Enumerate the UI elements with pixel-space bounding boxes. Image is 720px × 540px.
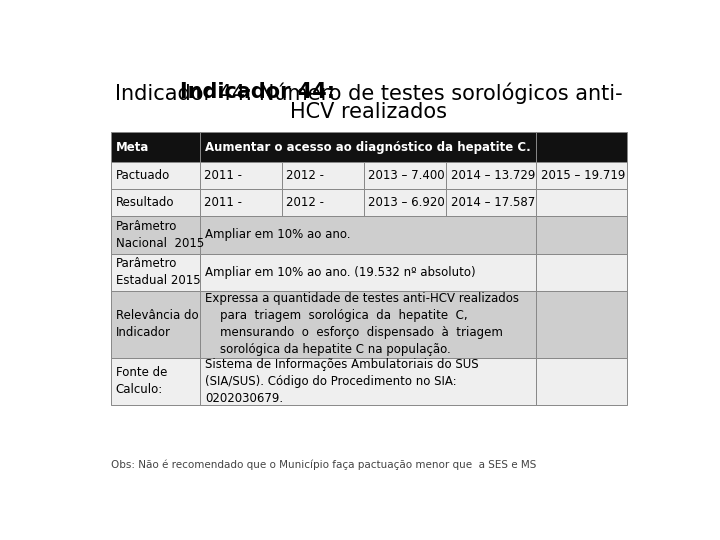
Text: Parâmetro
Nacional  2015: Parâmetro Nacional 2015 (116, 220, 204, 250)
Bar (200, 216, 536, 254)
Bar (200, 291, 536, 357)
Text: Ampliar em 10% ao ano. (19.532 nº absoluto): Ampliar em 10% ao ano. (19.532 nº absolu… (205, 266, 476, 279)
Bar (536, 216, 627, 254)
Bar (200, 189, 282, 216)
Text: Parâmetro
Estadual 2015: Parâmetro Estadual 2015 (116, 257, 200, 287)
Bar (536, 162, 627, 189)
Bar (200, 254, 536, 291)
Text: Indicador 44: Número de testes sorológicos anti-: Indicador 44: Número de testes sorológic… (115, 82, 623, 104)
Bar (200, 357, 536, 406)
Text: Indicador 44:: Indicador 44: (179, 82, 335, 102)
Text: Sistema de Informações Ambulatoriais do SUS
(SIA/SUS). Código do Procedimento no: Sistema de Informações Ambulatoriais do … (205, 358, 479, 405)
Bar (536, 132, 627, 162)
Text: 2012 -: 2012 - (287, 169, 325, 182)
Bar (364, 189, 446, 216)
Bar (111, 357, 200, 406)
Bar (536, 254, 627, 291)
Text: 2011 -: 2011 - (204, 196, 243, 209)
Text: Aumentar o acesso ao diagnóstico da hepatite C.: Aumentar o acesso ao diagnóstico da hepa… (205, 140, 531, 153)
Text: Resultado: Resultado (116, 196, 174, 209)
Bar (536, 357, 627, 406)
Bar (200, 132, 536, 162)
Bar (111, 254, 200, 291)
Text: HCV realizados: HCV realizados (290, 102, 448, 122)
Bar (536, 189, 627, 216)
Bar (111, 216, 200, 254)
Bar (536, 291, 627, 357)
Bar (111, 132, 200, 162)
Bar (446, 189, 536, 216)
Text: Obs: Não é recomendado que o Município faça pactuação menor que  a SES e MS: Obs: Não é recomendado que o Município f… (111, 460, 536, 470)
Text: 2012 -: 2012 - (287, 196, 325, 209)
Text: Expressa a quantidade de testes anti-HCV realizados
    para  triagem  sorológic: Expressa a quantidade de testes anti-HCV… (205, 292, 519, 356)
Text: Ampliar em 10% ao ano.: Ampliar em 10% ao ano. (205, 228, 351, 241)
Text: 2015 – 19.719: 2015 – 19.719 (541, 169, 625, 182)
Bar (282, 189, 364, 216)
Bar (446, 162, 536, 189)
Bar (111, 162, 200, 189)
Text: Relevância do
Indicador: Relevância do Indicador (116, 309, 198, 339)
Text: 2013 – 7.400: 2013 – 7.400 (369, 169, 445, 182)
Text: Fonte de
Calculo:: Fonte de Calculo: (116, 367, 167, 396)
Text: 2014 – 13.729: 2014 – 13.729 (451, 169, 535, 182)
Bar (111, 291, 200, 357)
Bar (200, 162, 282, 189)
Bar (364, 162, 446, 189)
Bar (111, 189, 200, 216)
Text: 2011 -: 2011 - (204, 169, 243, 182)
Text: 2014 – 17.587: 2014 – 17.587 (451, 196, 535, 209)
Text: Meta: Meta (116, 140, 149, 153)
Text: Pactuado: Pactuado (116, 169, 170, 182)
Bar (282, 162, 364, 189)
Text: 2013 – 6.920: 2013 – 6.920 (369, 196, 445, 209)
